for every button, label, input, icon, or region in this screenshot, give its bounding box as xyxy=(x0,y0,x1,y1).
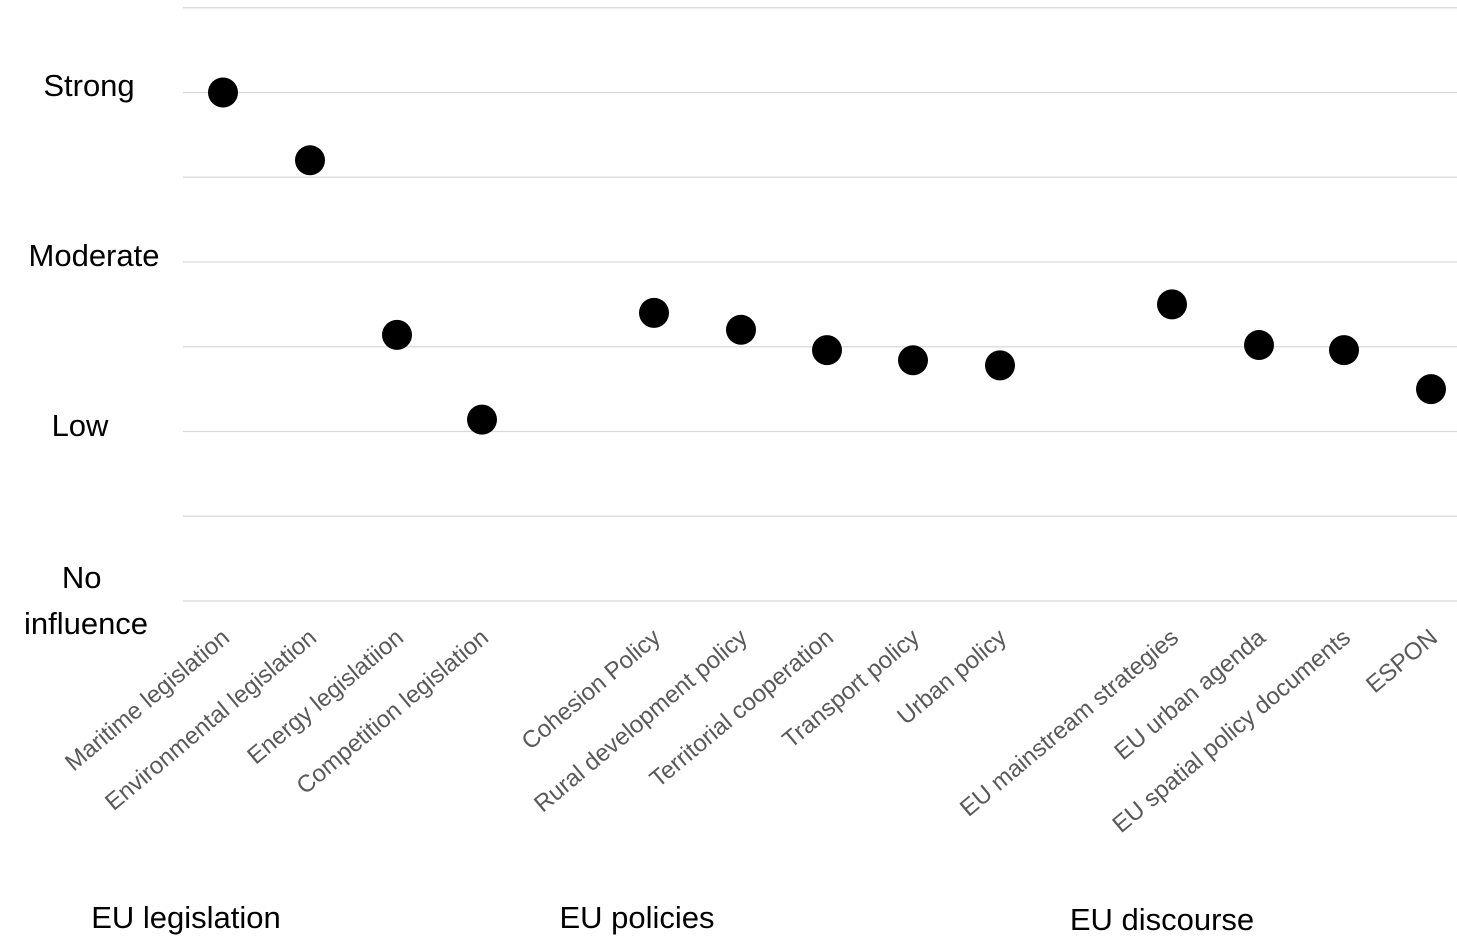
group-labels: EU legislation EU policies EU discourse xyxy=(91,900,1254,937)
data-point xyxy=(812,335,842,366)
data-point xyxy=(726,314,756,345)
data-point xyxy=(1329,335,1359,366)
group-label-eu-policies: EU policies xyxy=(559,900,714,935)
data-point xyxy=(467,404,497,435)
y-label-no-influence: No influence xyxy=(24,560,148,641)
data-points xyxy=(208,77,1446,435)
data-point xyxy=(639,297,669,328)
y-axis-labels: Strong Moderate Low No influence xyxy=(24,68,160,641)
data-point xyxy=(1416,374,1446,405)
y-label-low: Low xyxy=(52,408,109,443)
group-label-eu-legislation: EU legislation xyxy=(91,900,281,935)
y-label-moderate: Moderate xyxy=(29,238,160,273)
data-point xyxy=(985,350,1015,381)
gridlines xyxy=(183,7,1457,602)
x-tick-label: Energy legislatiion xyxy=(242,624,409,770)
data-point xyxy=(1157,289,1187,320)
data-point xyxy=(898,345,928,376)
group-label-eu-discourse: EU discourse xyxy=(1070,902,1254,937)
x-tick-label: Maritime legislation xyxy=(60,624,235,777)
x-tick-label: ESPON xyxy=(1361,624,1443,699)
data-point xyxy=(1244,330,1274,361)
data-point xyxy=(295,145,325,176)
data-point xyxy=(382,319,412,350)
x-tick-label: EU urban agenda xyxy=(1109,624,1271,766)
data-point xyxy=(208,77,238,108)
y-label-strong: Strong xyxy=(43,68,134,103)
